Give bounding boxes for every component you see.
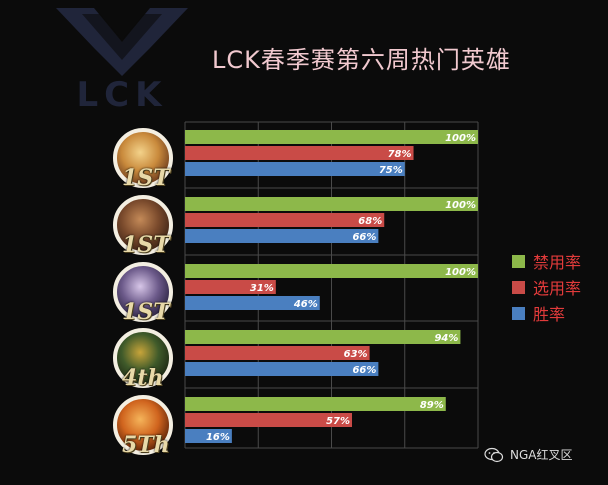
- data-label: 66%: [352, 232, 376, 243]
- data-label: 100%: [445, 200, 476, 211]
- watermark: NGA红叉区: [484, 446, 573, 463]
- bar-pick-4: [185, 346, 370, 360]
- chart-grid: [184, 121, 479, 449]
- champion-avatar-1: [110, 127, 176, 193]
- bar-ban-2: [185, 197, 478, 211]
- bar-win-1: [185, 162, 405, 176]
- bar-win-5: [185, 429, 232, 443]
- champion-avatar-2: [110, 194, 176, 260]
- legend-label: 胜率: [533, 305, 566, 324]
- data-label: 100%: [445, 133, 476, 144]
- chart-data-labels: 100% 78% 75% 100% 68% 66% 100% 31% 46% 94% 63% 66% 8…: [206, 133, 476, 443]
- data-label: 75%: [379, 165, 403, 176]
- champion-avatar-3: [110, 261, 176, 327]
- watermark-text: NGA红叉区: [510, 448, 573, 462]
- legend-item-1: 禁用率: [512, 251, 582, 272]
- legend-item-2: 选用率: [512, 277, 582, 298]
- legend-item-3: 胜率: [512, 303, 566, 324]
- champion-portrait-icon: [113, 328, 173, 388]
- bar-ban-3: [185, 264, 478, 278]
- champion-portrait-icon: [113, 395, 173, 455]
- champion-portrait-icon: [113, 262, 173, 322]
- rank-label-1: 1ST: [122, 165, 170, 191]
- data-label: 66%: [352, 365, 376, 376]
- rank-label-4: 4th: [122, 365, 164, 391]
- data-label: 68%: [358, 216, 382, 227]
- wechat-icon: [484, 447, 504, 462]
- chart-title: LCK春季赛第六周热门英雄: [212, 46, 511, 74]
- legend-label: 禁用率: [533, 253, 582, 272]
- data-label: 46%: [293, 299, 318, 310]
- logo-text: LCK: [77, 75, 168, 110]
- data-label: 57%: [326, 416, 350, 427]
- data-label: 89%: [420, 400, 444, 411]
- data-label: 63%: [344, 349, 368, 360]
- bar-win-4: [185, 362, 379, 376]
- bar-pick-3: [185, 280, 276, 294]
- bar-ban-4: [185, 330, 461, 344]
- champion-portrait-icon: [113, 195, 173, 255]
- bar-pick-2: [185, 213, 385, 227]
- bar-win-3: [185, 296, 320, 310]
- data-label: 94%: [434, 333, 458, 344]
- rank-label-2: 1ST: [122, 232, 170, 258]
- bar-pick-1: [185, 146, 414, 160]
- champion-avatar-5: [110, 394, 176, 460]
- legend-swatch: [512, 306, 525, 320]
- champion-portrait-icon: [113, 128, 173, 188]
- data-label: 100%: [445, 267, 476, 278]
- bar-ban-1: [185, 130, 478, 144]
- legend-swatch: [512, 254, 525, 268]
- chart-bars: [185, 130, 478, 443]
- rank-label-5: 5Th: [122, 432, 170, 458]
- legend-swatch: [512, 280, 525, 294]
- data-label: 16%: [206, 432, 230, 443]
- data-label: 31%: [250, 283, 274, 294]
- lck-logo: LCK: [56, 8, 188, 110]
- bar-win-2: [185, 229, 379, 243]
- data-label: 78%: [388, 149, 412, 160]
- logo-inner-shape: [82, 14, 162, 60]
- bar-ban-5: [185, 397, 446, 411]
- champion-avatar-4: [110, 327, 176, 393]
- rank-label-3: 1ST: [122, 299, 170, 325]
- bar-pick-5: [185, 413, 353, 427]
- legend-label: 选用率: [533, 279, 582, 298]
